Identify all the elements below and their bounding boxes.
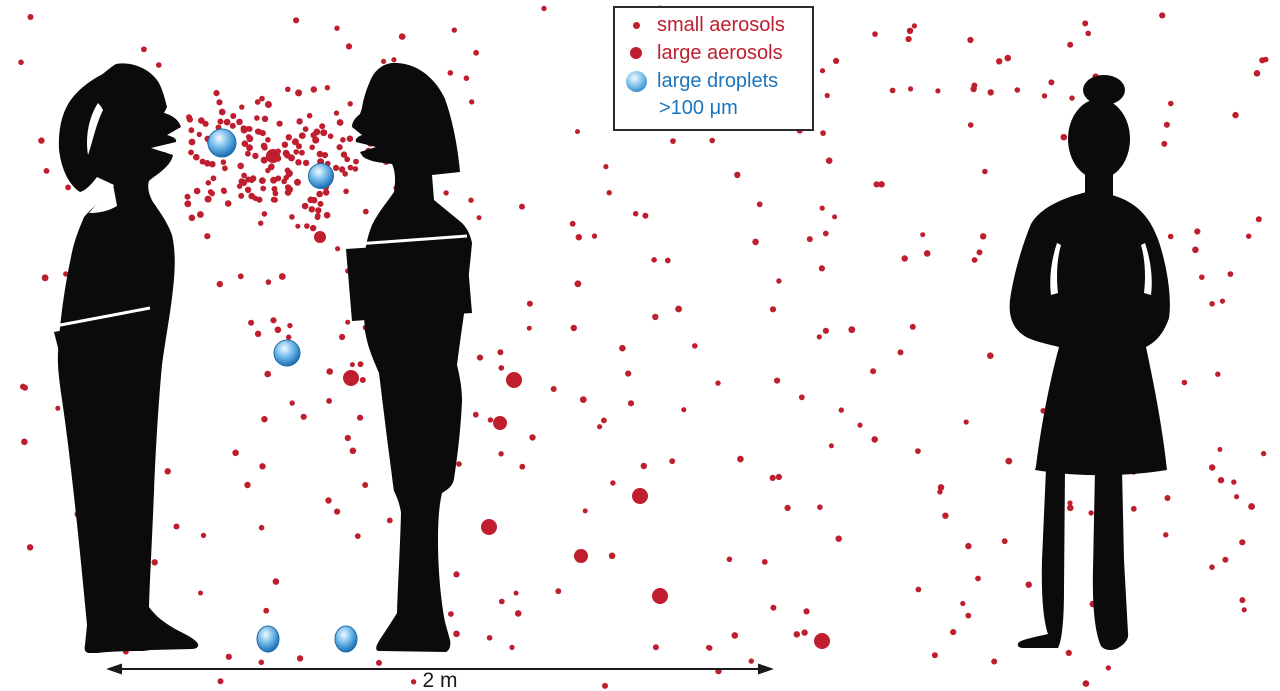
handbag-middle-woman	[346, 241, 472, 321]
silhouette-listening-woman-middle	[342, 62, 472, 653]
legend-item-droplet-size: >100 μm	[615, 95, 812, 120]
silhouette-bystander-woman-right	[1009, 75, 1170, 651]
legend-label-large-aerosols: large aerosols	[657, 42, 783, 64]
handbag-left-woman	[54, 314, 160, 379]
legend-item-small-aerosols: small aerosols	[615, 11, 812, 39]
legend-label-small-aerosols: small aerosols	[657, 14, 785, 36]
ponytail-gap	[87, 103, 103, 155]
large-droplet-spheres	[207, 128, 358, 653]
legend-item-large-droplets: large droplets	[615, 67, 812, 95]
bag-arm-gap	[49, 306, 151, 329]
silhouette-speaking-woman-left	[49, 63, 199, 654]
large-aerosol-dots	[266, 149, 830, 649]
right-arm-gap	[1141, 243, 1152, 295]
bag-arm-gap	[342, 234, 468, 247]
silhouette-layer	[49, 62, 1170, 654]
bystander-right-leg	[1092, 469, 1129, 651]
legend-label-droplet-size: >100 μm	[659, 96, 738, 119]
head	[1068, 99, 1130, 179]
bystander-left-leg	[1017, 469, 1065, 648]
hair-bun	[1083, 75, 1125, 105]
small-aerosol-dot-icon	[633, 21, 640, 29]
distance-arrow	[106, 663, 774, 675]
neck-shoulder-gap	[89, 184, 117, 213]
left-arm-gap	[1050, 243, 1061, 295]
legend: small aerosols large aerosols large drop…	[613, 6, 814, 131]
large-aerosol-dot-icon	[630, 47, 642, 59]
legend-label-large-droplets: large droplets	[657, 70, 779, 92]
large-droplet-sphere-icon	[626, 70, 647, 92]
distance-label: 2 m	[422, 669, 458, 691]
legend-item-large-aerosols: large aerosols	[615, 39, 812, 67]
listening-woman-body	[352, 62, 472, 653]
bystander-torso	[1009, 192, 1170, 476]
